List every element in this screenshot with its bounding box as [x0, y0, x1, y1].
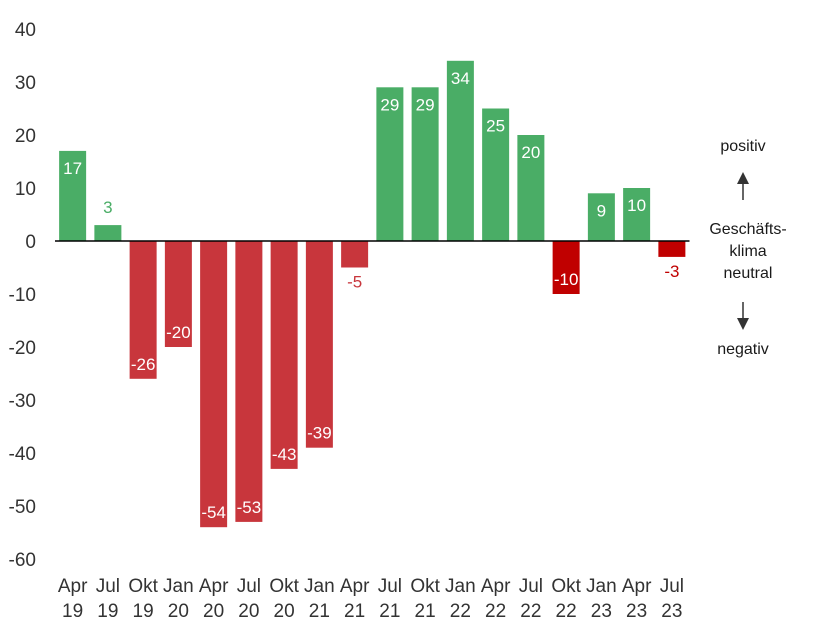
bar [305, 241, 333, 448]
bar [552, 241, 580, 294]
x-tick-label: 21 [309, 601, 330, 622]
x-tick-label: 23 [661, 601, 682, 622]
bar [623, 188, 651, 241]
x-tick-label: Jul [378, 576, 402, 597]
data-label: -5 [347, 273, 362, 292]
bar [200, 241, 228, 528]
data-label: 34 [451, 69, 470, 88]
legend-neutral-line1: Geschäfts- [709, 221, 786, 238]
bar [164, 241, 192, 347]
bar [59, 150, 87, 241]
x-tick-label: Jan [586, 576, 617, 597]
y-tick-label: 10 [15, 179, 36, 200]
legend-neutral-line3: neutral [724, 265, 773, 282]
x-tick-label: 23 [626, 601, 647, 622]
data-label: -39 [307, 424, 332, 443]
x-tick-label: 21 [344, 601, 365, 622]
x-tick-label: 20 [238, 601, 259, 622]
x-tick-label: Jul [96, 576, 120, 597]
data-label: 29 [416, 95, 435, 114]
bar [446, 60, 474, 241]
y-tick-label: -20 [9, 338, 36, 359]
x-tick-label: Jul [237, 576, 261, 597]
arrow-up-icon [737, 172, 749, 200]
x-tick-label: Apr [199, 576, 229, 597]
data-label: 20 [521, 143, 540, 162]
data-label: 29 [380, 95, 399, 114]
y-tick-label: -60 [9, 550, 36, 571]
x-tick-label: Apr [481, 576, 511, 597]
legend-neutral-line2: klima [729, 243, 766, 260]
data-label: -26 [131, 355, 156, 374]
data-label: -20 [166, 323, 191, 342]
x-tick-label: 22 [485, 601, 506, 622]
x-tick-label: 22 [556, 601, 577, 622]
data-label: 17 [63, 159, 82, 178]
x-tick-label: Okt [269, 576, 299, 597]
data-labels: 17 3 -26 -20 -54 -53 -43 -39 -5 29 29 34 25 20 -10 9 10 -… [63, 69, 679, 522]
data-label: -10 [554, 270, 579, 289]
x-tick-label: 19 [62, 601, 83, 622]
bar [587, 193, 615, 241]
data-label: -43 [272, 445, 297, 464]
x-tick-label: Jul [660, 576, 684, 597]
data-label: 10 [627, 196, 646, 215]
bar [235, 241, 263, 522]
x-tick-label: Jul [519, 576, 543, 597]
x-tick-label: Jan [304, 576, 335, 597]
arrow-down-icon [737, 302, 749, 330]
x-tick-label: 22 [450, 601, 471, 622]
y-tick-label: -10 [9, 285, 36, 306]
y-tick-label: 40 [15, 20, 36, 41]
bar [270, 241, 298, 469]
x-tick-label: 20 [168, 601, 189, 622]
x-axis: Apr 19 Jul 19 Okt 19 Jan 20 Apr 20 Jul 20 Okt 20 Jan 21… [58, 576, 684, 622]
x-tick-label: 20 [203, 601, 224, 622]
side-legend: positiv Geschäfts- klima neutral negativ [709, 138, 786, 358]
data-label: -3 [664, 262, 679, 281]
y-tick-label: 0 [25, 232, 36, 253]
bar [341, 241, 369, 268]
x-tick-label: 21 [415, 601, 436, 622]
y-tick-label: -30 [9, 391, 36, 412]
x-tick-label: 23 [591, 601, 612, 622]
x-tick-label: Okt [128, 576, 158, 597]
x-tick-label: 19 [97, 601, 118, 622]
legend-positive: positiv [720, 138, 765, 155]
bar [517, 135, 545, 241]
y-axis: 40 30 20 10 0 -10 -20 -30 -40 -50 -60 [9, 20, 36, 571]
data-label: -53 [237, 498, 262, 517]
x-tick-label: Okt [551, 576, 581, 597]
data-label: 9 [597, 201, 606, 220]
x-tick-label: 20 [274, 601, 295, 622]
y-tick-label: -50 [9, 497, 36, 518]
x-tick-label: Okt [410, 576, 440, 597]
y-tick-label: 30 [15, 73, 36, 94]
bar [376, 87, 404, 241]
x-tick-label: 22 [520, 601, 541, 622]
legend-negative: negativ [717, 341, 769, 358]
bar [129, 241, 157, 379]
x-tick-label: 19 [133, 601, 154, 622]
bar [482, 108, 510, 241]
data-label: 3 [103, 198, 112, 217]
bar [658, 241, 686, 257]
y-tick-label: -40 [9, 444, 36, 465]
x-tick-label: Apr [622, 576, 652, 597]
bar [94, 225, 122, 241]
y-tick-label: 20 [15, 126, 36, 147]
x-tick-label: Apr [340, 576, 370, 597]
bar [411, 87, 439, 241]
bars [59, 60, 686, 528]
x-tick-label: Jan [445, 576, 476, 597]
data-label: 25 [486, 117, 505, 136]
x-tick-label: 21 [379, 601, 400, 622]
x-tick-label: Apr [58, 576, 88, 597]
data-label: -54 [201, 503, 226, 522]
x-tick-label: Jan [163, 576, 194, 597]
